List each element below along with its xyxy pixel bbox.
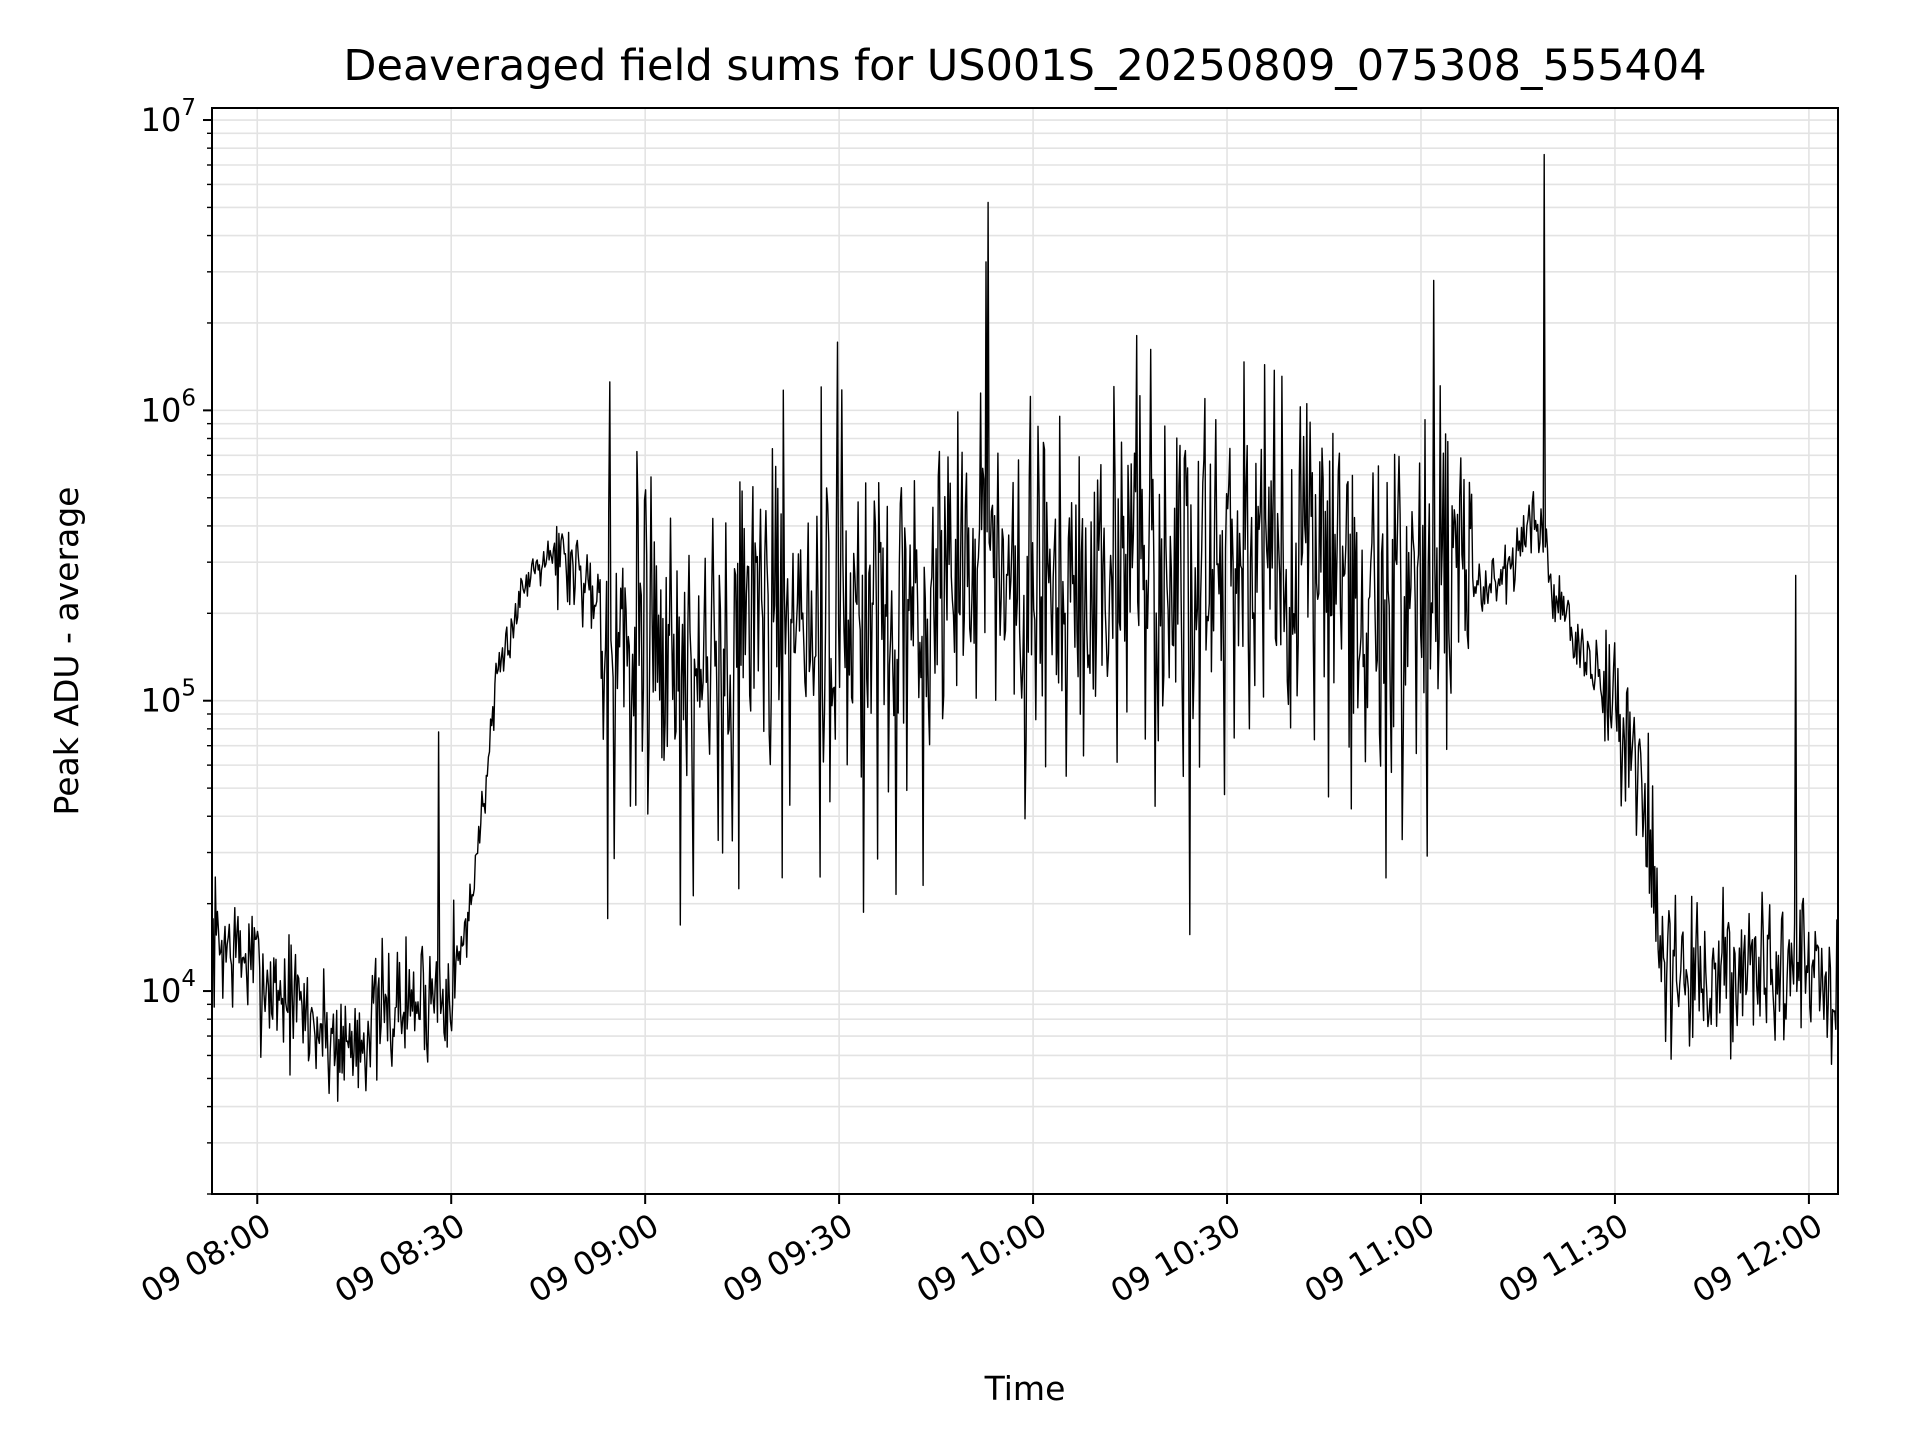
x-tick-label: 09 09:30 [716, 1206, 859, 1310]
y-tick-label: 106 [141, 385, 196, 429]
grid [212, 108, 1838, 1195]
y-tick-label: 105 [141, 676, 196, 720]
x-tick-label: 09 11:30 [1492, 1206, 1635, 1310]
series-line [211, 153, 1838, 1102]
ticks: 104 105 106 107 09 08:00 09 08:30 09 09:00 09 0… [134, 95, 1829, 1310]
x-tick-label: 09 12:00 [1686, 1206, 1829, 1310]
plot-area-frame [211, 107, 1839, 1195]
x-tick-label: 09 08:00 [134, 1206, 277, 1310]
x-tick-label: 09 11:00 [1298, 1206, 1441, 1310]
y-tick-label: 104 [141, 966, 196, 1010]
x-tick-label: 09 10:00 [910, 1206, 1053, 1310]
x-axis-label: Time [984, 1369, 1066, 1408]
x-tick-label: 09 09:00 [522, 1206, 665, 1310]
series-line-group [211, 153, 1838, 1102]
x-tick-label: 09 10:30 [1104, 1206, 1247, 1310]
x-tick-label: 09 08:30 [328, 1206, 471, 1310]
y-axis-label: Peak ADU - average [47, 487, 86, 816]
chart-title: Deaveraged field sums for US001S_2025080… [343, 41, 1706, 91]
y-tick-label: 107 [141, 95, 196, 139]
